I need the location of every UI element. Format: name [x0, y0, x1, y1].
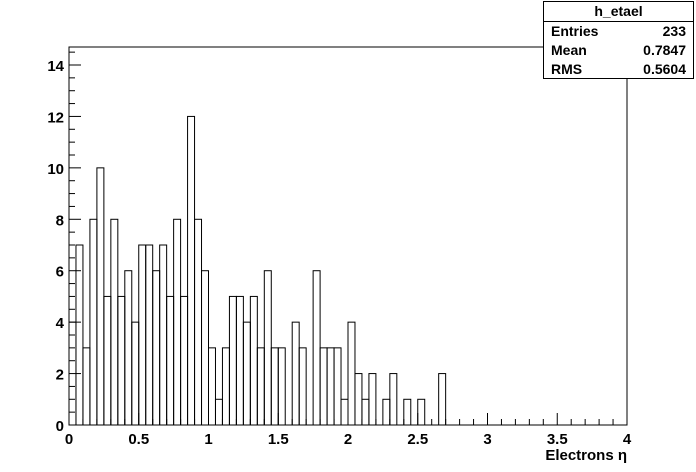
histogram-bin [438, 373, 447, 426]
mean-label: Mean [551, 42, 587, 58]
histogram-bin [124, 270, 133, 426]
histogram-bin [221, 347, 230, 426]
histogram-bin [403, 398, 412, 426]
histogram-bin [228, 295, 237, 426]
histogram-bin [326, 347, 335, 426]
histogram-bin [291, 321, 300, 426]
histogram-bin [270, 347, 279, 426]
x-tick-label: 4 [623, 431, 632, 448]
entries-label: Entries [551, 23, 599, 39]
x-tick-label: 0 [65, 431, 73, 448]
histogram-bin [368, 373, 377, 426]
histogram-bin [145, 244, 154, 426]
x-axis-label: Electrons η [545, 447, 627, 464]
histogram-bin [277, 347, 286, 426]
histogram-bin [173, 218, 182, 426]
histogram-bin [103, 295, 112, 426]
mean-value: 0.7847 [643, 42, 686, 58]
histogram-bin [75, 244, 84, 426]
stats-box: h_etael Entries 233 Mean 0.7847 RMS 0.56… [543, 1, 694, 79]
histogram-bin [249, 295, 258, 426]
histogram-bin [354, 373, 363, 426]
histogram-bin [180, 295, 189, 426]
stats-row-rms: RMS 0.5604 [544, 60, 693, 79]
histogram-bin [214, 398, 223, 426]
histogram-bin [340, 398, 349, 426]
x-tick-label: 2 [344, 431, 352, 448]
histogram-bin [159, 244, 168, 426]
histogram-bin [208, 347, 216, 426]
entries-value: 233 [662, 23, 686, 39]
y-tick-label: 4 [56, 315, 65, 332]
y-tick-label: 10 [47, 161, 64, 178]
y-tick-label: 12 [47, 109, 64, 126]
histogram-bin [319, 347, 328, 426]
histogram-bin [235, 295, 244, 426]
histogram-bin [117, 295, 126, 426]
x-tick-label: 0.5 [128, 431, 149, 448]
histogram-bin [131, 321, 140, 426]
y-tick-label: 0 [56, 418, 64, 435]
histogram-bin [96, 167, 105, 426]
histogram-bin [298, 347, 307, 426]
histogram-bin [201, 270, 209, 426]
y-tick-label: 2 [56, 367, 64, 384]
histogram-bin [82, 347, 91, 426]
histogram-bin [347, 321, 356, 426]
histogram-bin [138, 244, 147, 426]
histogram-bin [256, 347, 265, 426]
histogram-bars [68, 115, 447, 426]
x-tick-label: 1.5 [268, 431, 289, 448]
histogram-bin [187, 115, 196, 426]
stats-row-entries: Entries 233 [544, 22, 693, 41]
rms-label: RMS [551, 61, 583, 77]
x-tick-label: 3.5 [547, 431, 568, 448]
y-tick-label: 8 [56, 212, 64, 229]
y-tick-label: 14 [47, 58, 64, 75]
histogram-bin [361, 398, 370, 426]
histogram-bin [333, 347, 342, 426]
histogram-bin [89, 218, 98, 426]
y-tick-label: 6 [56, 264, 64, 281]
stats-row-mean: Mean 0.7847 [544, 41, 693, 60]
tick-labels: 0 0.5 1 1.5 2 2.5 3 3.5 4 0 2 4 6 8 10 12 14 [47, 58, 632, 448]
x-tick-label: 1 [204, 431, 212, 448]
histogram-bin [417, 398, 426, 426]
histogram-bin [152, 270, 161, 426]
histogram-bin [263, 270, 272, 426]
histogram-bin [312, 270, 321, 426]
histogram-bin [166, 295, 175, 426]
rms-value: 0.5604 [643, 61, 686, 77]
histogram-bin [110, 218, 119, 426]
x-tick-label: 3 [483, 431, 491, 448]
histogram-bin [242, 321, 251, 426]
x-tick-label: 2.5 [407, 431, 428, 448]
histogram-bin [194, 218, 203, 426]
histogram-bin [389, 373, 398, 426]
histogram-bin [382, 398, 391, 426]
stats-title: h_etael [544, 2, 693, 22]
